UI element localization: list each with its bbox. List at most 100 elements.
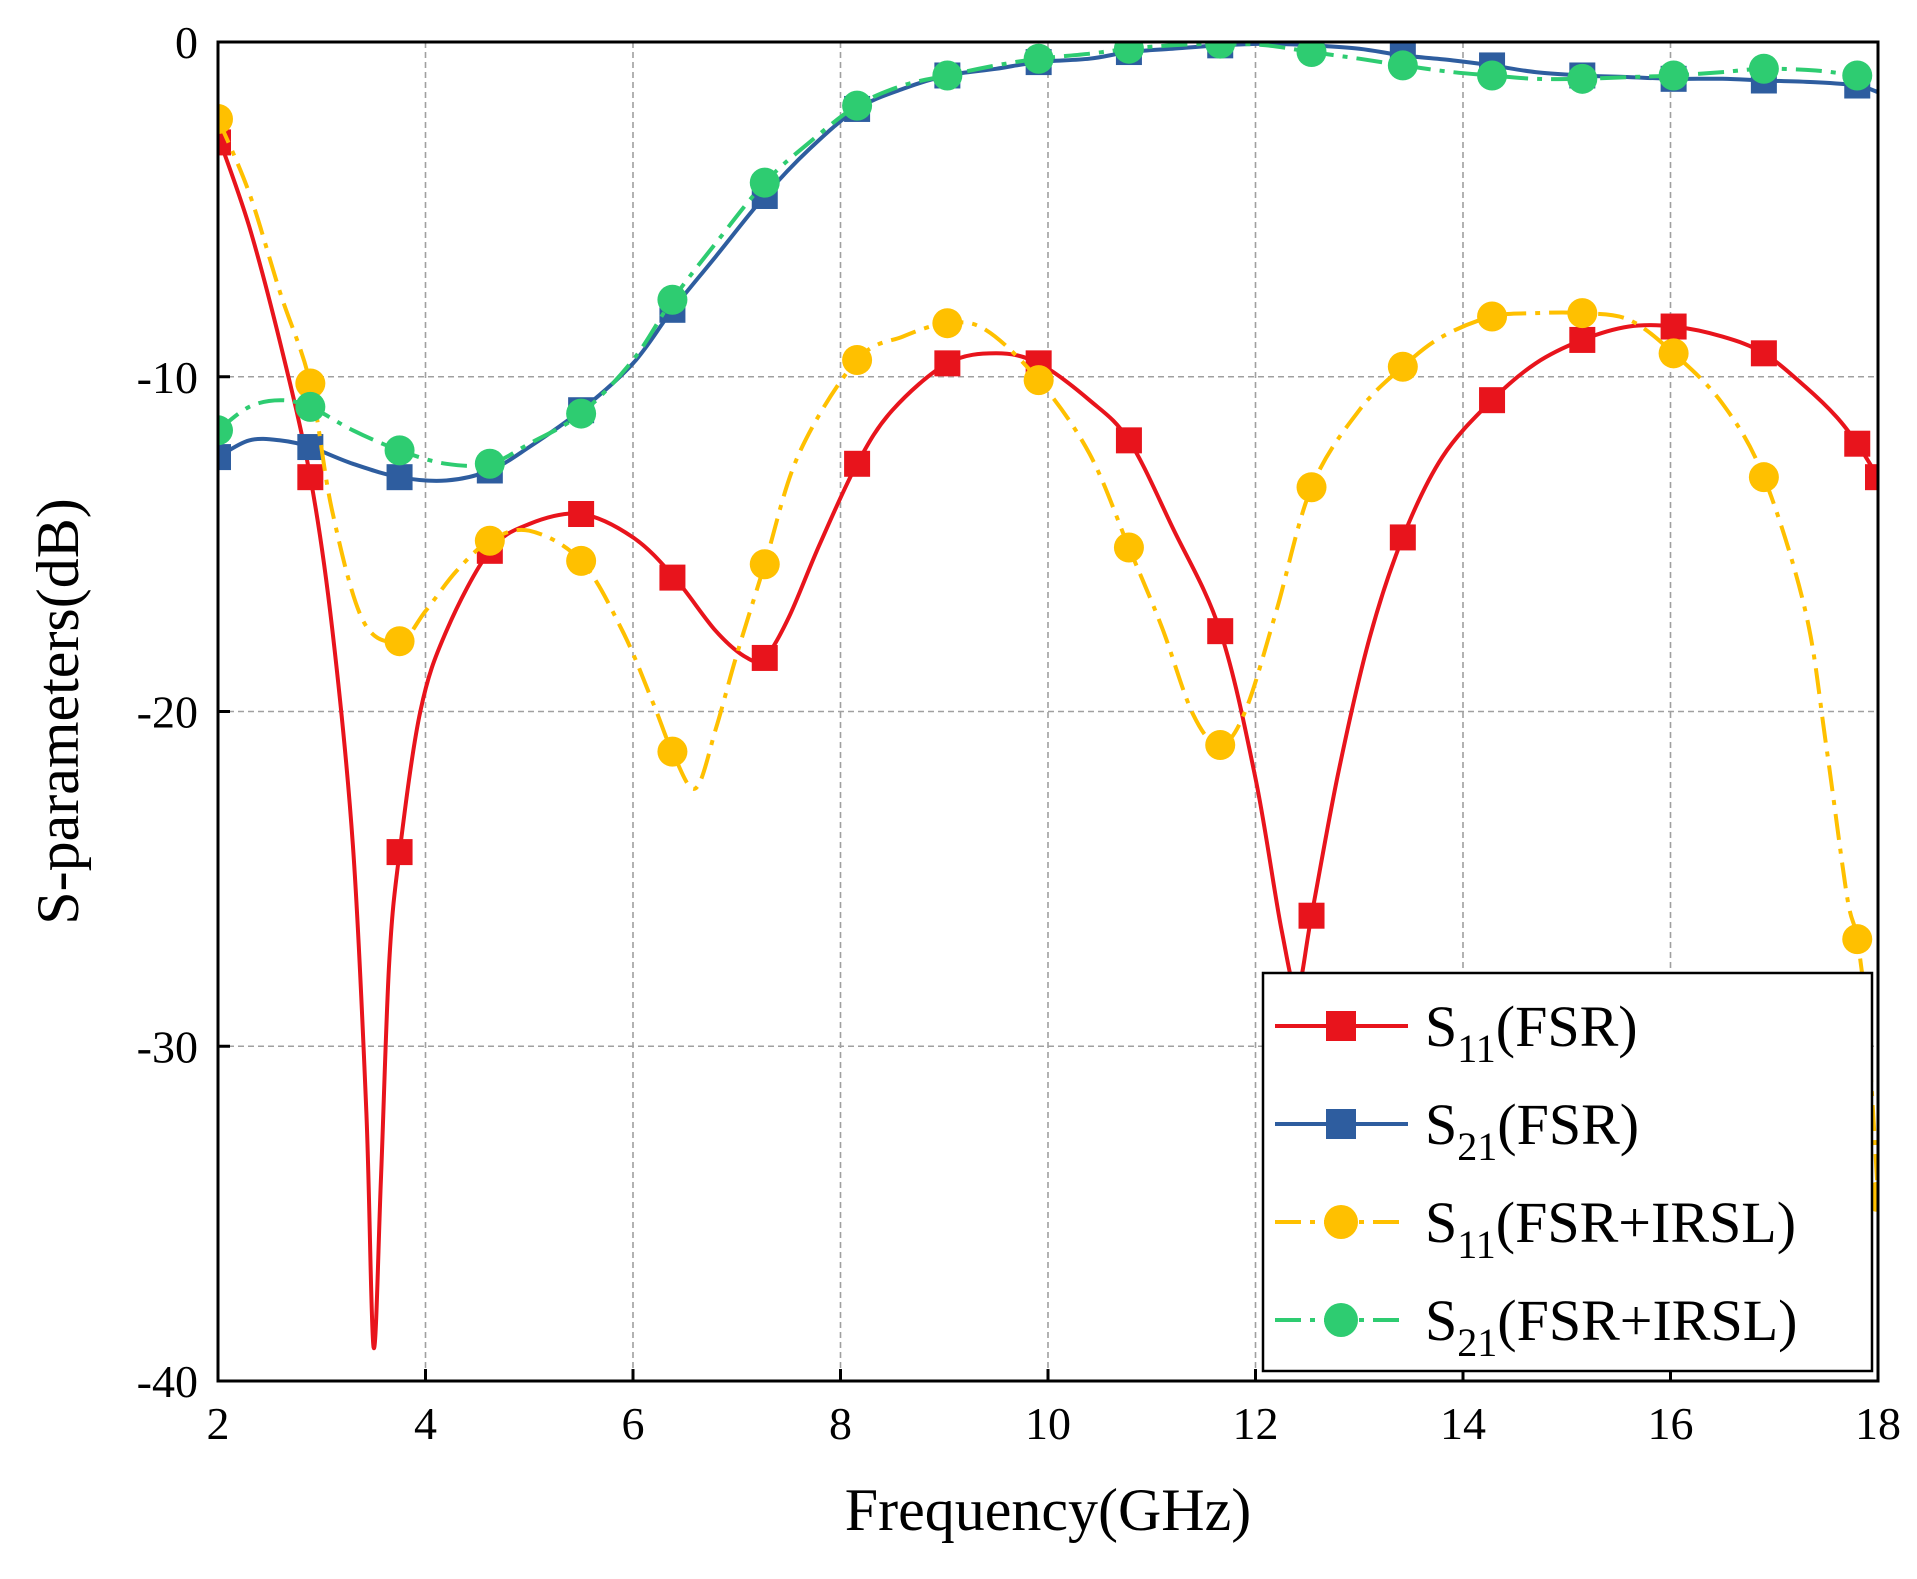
data-point	[932, 60, 963, 91]
data-point	[474, 448, 505, 479]
data-point	[386, 839, 413, 866]
series-line-s11-fsr-irsl	[218, 118, 1878, 1198]
data-point	[1660, 313, 1687, 340]
data-point	[568, 500, 595, 527]
data-point	[1205, 42, 1236, 59]
data-point	[474, 525, 505, 556]
legend-marker	[1324, 1303, 1358, 1337]
data-point	[297, 464, 324, 491]
legend-label-subscript: 21	[1457, 1320, 1497, 1365]
data-point	[657, 736, 688, 767]
data-point	[566, 545, 597, 576]
data-point	[1389, 524, 1416, 551]
x-tick-label: 16	[1648, 1398, 1694, 1449]
series-s11-fsr	[218, 129, 1878, 1351]
data-point	[1658, 60, 1689, 91]
legend-label: S21(FSR)	[1425, 1092, 1639, 1169]
data-point	[1023, 43, 1054, 74]
legend-label-main: S	[1425, 994, 1457, 1059]
y-tick-label: -40	[137, 1356, 198, 1407]
legend-label-rest: (FSR)	[1497, 1092, 1639, 1157]
legend-label-subscript: 11	[1457, 1222, 1496, 1267]
data-point	[1567, 63, 1598, 94]
legend-label-rest: (FSR)	[1496, 994, 1638, 1059]
data-point	[1748, 462, 1779, 493]
legend-entry-s21-fsr: S21(FSR)	[1275, 1092, 1639, 1169]
data-point	[932, 308, 963, 339]
data-point	[1865, 464, 1878, 491]
data-point	[1477, 60, 1508, 91]
data-point	[295, 391, 326, 422]
data-point	[1658, 338, 1689, 369]
data-point	[1113, 42, 1144, 64]
legend-box	[1261, 971, 1874, 1373]
x-tick-label: 10	[1025, 1398, 1071, 1449]
legend-label-main: S	[1425, 1092, 1457, 1157]
legend-label-main: S	[1425, 1190, 1457, 1255]
data-point	[1842, 60, 1873, 91]
data-point	[1748, 53, 1779, 84]
legend-label-subscript: 21	[1457, 1124, 1497, 1169]
data-point	[657, 284, 688, 315]
legend-marker	[1324, 1205, 1358, 1239]
series-s11-fsr-irsl	[218, 103, 1878, 1212]
x-tick-label: 6	[622, 1398, 645, 1449]
data-point	[384, 435, 415, 466]
data-point	[1298, 902, 1325, 929]
data-point	[218, 103, 233, 134]
data-point	[1205, 729, 1236, 760]
data-point	[295, 368, 326, 399]
legend-entry-s11-fsr-irsl: S11(FSR+IRSL)	[1275, 1190, 1796, 1267]
data-point	[1569, 326, 1596, 353]
data-point	[218, 129, 231, 156]
legend-marker	[1326, 1109, 1356, 1139]
y-tick-label: 0	[175, 17, 198, 68]
data-point	[659, 564, 686, 591]
legend-label-rest: (FSR+IRSL)	[1496, 1190, 1796, 1255]
x-tick-label: 14	[1440, 1398, 1486, 1449]
x-tick-label: 4	[414, 1398, 437, 1449]
data-point	[1844, 430, 1871, 457]
x-tick-label: 18	[1855, 1398, 1901, 1449]
data-point	[1842, 924, 1873, 955]
series-s21-fsr-irsl	[218, 42, 1878, 479]
axis-tick-labels: 2 4 6 8 10 12 14 16 18 0 -10 -20 -30 -40	[137, 17, 1901, 1449]
legend-entry-s11-fsr: S11(FSR)	[1275, 994, 1638, 1071]
y-tick-label: -10	[137, 352, 198, 403]
data-point	[844, 450, 871, 477]
data-point	[1113, 532, 1144, 563]
legend-label: S11(FSR)	[1425, 994, 1638, 1071]
series-clip-group	[218, 42, 1878, 1351]
data-point	[749, 167, 780, 198]
x-tick-label: 8	[829, 1398, 852, 1449]
data-point	[749, 549, 780, 580]
legend-entry-s21-fsr-irsl: S21(FSR+IRSL)	[1275, 1288, 1798, 1365]
legend-label-subscript: 11	[1457, 1026, 1496, 1071]
data-point	[1207, 618, 1234, 645]
grid-lines	[218, 42, 1878, 1381]
y-axis-title: S-parameters(dB)	[25, 498, 91, 925]
data-point	[842, 345, 873, 376]
data-point	[1479, 387, 1506, 414]
data-point	[934, 350, 961, 377]
data-point	[297, 434, 324, 461]
data-point	[1387, 50, 1418, 81]
data-point	[1750, 340, 1777, 367]
data-point	[1477, 301, 1508, 332]
data-point	[1567, 298, 1598, 329]
data-point	[218, 444, 231, 471]
data-point	[1296, 472, 1327, 503]
data-point	[1296, 42, 1327, 68]
legend-label: S11(FSR+IRSL)	[1425, 1190, 1796, 1267]
data-point	[1387, 351, 1418, 382]
y-tick-label: -20	[137, 687, 198, 738]
x-tick-label: 2	[207, 1398, 230, 1449]
series-layer	[218, 42, 1878, 1351]
data-point	[386, 464, 413, 491]
legend: S11(FSR)S21(FSR)S11(FSR+IRSL)S21(FSR+IRS…	[1261, 971, 1874, 1373]
data-point	[566, 398, 597, 429]
x-tick-label: 12	[1233, 1398, 1279, 1449]
data-point	[842, 90, 873, 121]
data-point	[751, 644, 778, 671]
